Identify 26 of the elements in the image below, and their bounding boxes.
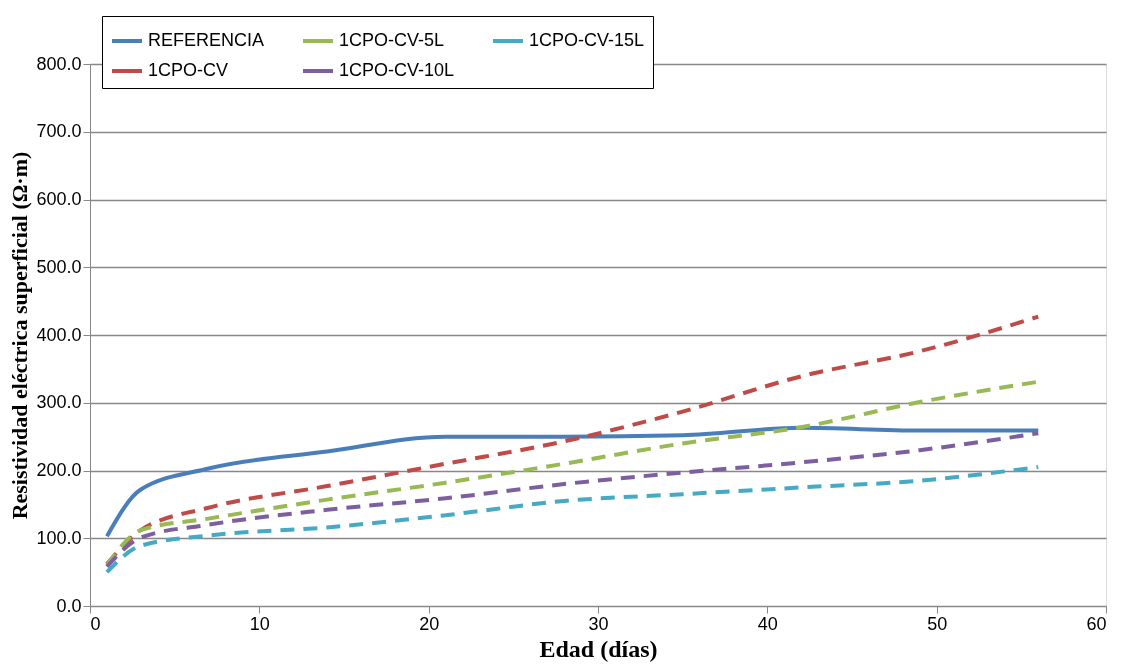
x-tick-label: 20 [419,613,440,634]
x-tick-label: 30 [588,613,609,634]
x-tick-label: 60 [1086,613,1107,634]
line-series [104,431,1041,569]
x-tick-label: 0 [90,613,101,634]
x-axis-title: Edad (días) [539,635,658,662]
y-tick-label: 800.0 [36,53,82,74]
legend-label: 1CPO-CV-5L [339,30,445,50]
y-tick-label: 0.0 [56,595,82,616]
legend-label: 1CPO-CV [148,60,229,80]
y-tick-label: 500.0 [36,256,82,277]
x-tick-label: 40 [757,613,778,634]
legend-label: REFERENCIA [148,30,265,50]
y-tick-label: 600.0 [36,189,82,209]
y-tick-label: 400.0 [36,324,82,345]
y-tick-label: 300.0 [36,392,82,413]
y-tick-label: 700.0 [36,121,82,142]
y-axis-title: Resistividad eléctrica superficial (Ω·m) [7,151,33,520]
legend-label: 1CPO-CV-15L [529,30,645,50]
x-tick-label: 10 [249,613,270,634]
x-tick-label: 50 [927,613,948,634]
legend-label: 1CPO-CV-10L [339,60,455,80]
y-tick-label: 100.0 [36,527,82,548]
line-series [104,465,1041,575]
line-series [104,425,1041,539]
y-tick-label: 200.0 [36,460,82,480]
